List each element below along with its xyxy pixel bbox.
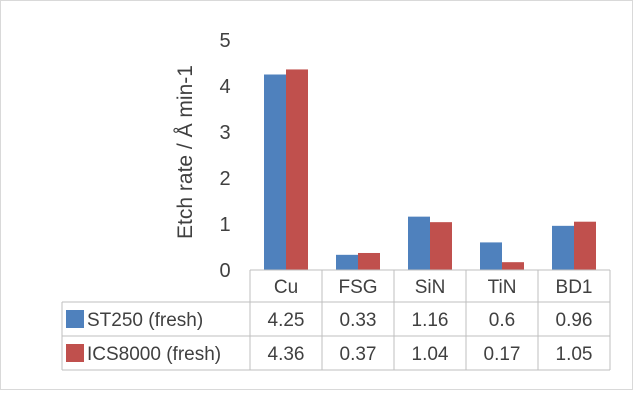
bar xyxy=(408,216,430,270)
data-table-value: 4.36 xyxy=(268,344,305,365)
bar xyxy=(574,221,596,270)
y-tick-label: 2 xyxy=(219,168,230,190)
data-table-categories: Cu FSG SiN TiN BD1 xyxy=(274,277,593,298)
bar xyxy=(336,254,358,270)
data-table-value: 0.33 xyxy=(340,310,377,331)
data-table-value: 0.17 xyxy=(484,344,521,365)
data-table-grid xyxy=(61,269,611,371)
bar xyxy=(430,222,452,270)
data-table-value: 1.04 xyxy=(412,344,449,365)
y-tick-label: 0 xyxy=(219,260,230,282)
data-table-value: 4.25 xyxy=(268,310,305,331)
legend-swatch xyxy=(66,344,84,362)
y-axis-title: Etch rate / Å min-1 xyxy=(174,65,197,239)
legend-label: ST250 (fresh) xyxy=(87,310,203,331)
bars xyxy=(264,69,596,270)
data-table-value: 0.96 xyxy=(556,310,593,331)
bar xyxy=(286,69,308,270)
x-tick-label: SiN xyxy=(415,277,446,298)
x-tick-label: FSG xyxy=(338,277,377,298)
data-table-value: 0.37 xyxy=(340,344,377,365)
y-tick-label: 5 xyxy=(219,30,230,52)
bar xyxy=(552,225,574,270)
legend-swatch xyxy=(66,310,84,328)
data-table-value: 0.6 xyxy=(489,310,515,331)
data-table-value: 1.05 xyxy=(556,344,593,365)
bar xyxy=(264,74,286,270)
legend-label: ICS8000 (fresh) xyxy=(87,344,221,365)
data-table-legend: ST250 (fresh) ICS8000 (fresh) xyxy=(66,310,221,365)
y-tick-label: 1 xyxy=(219,214,230,236)
x-tick-label: TiN xyxy=(488,277,517,298)
x-tick-label: Cu xyxy=(274,277,298,298)
data-table-value: 1.16 xyxy=(412,310,449,331)
bar xyxy=(480,242,502,270)
x-tick-label: BD1 xyxy=(556,277,593,298)
y-tick-label: 4 xyxy=(219,76,230,98)
y-axis-ticks: 0 1 2 3 4 5 xyxy=(219,30,230,282)
bar xyxy=(358,252,380,270)
y-tick-label: 3 xyxy=(219,122,230,144)
bar xyxy=(502,262,524,270)
data-table-values: 4.25 0.33 1.16 0.6 0.96 4.36 0.37 1.04 0.17 1.05 xyxy=(268,310,593,365)
